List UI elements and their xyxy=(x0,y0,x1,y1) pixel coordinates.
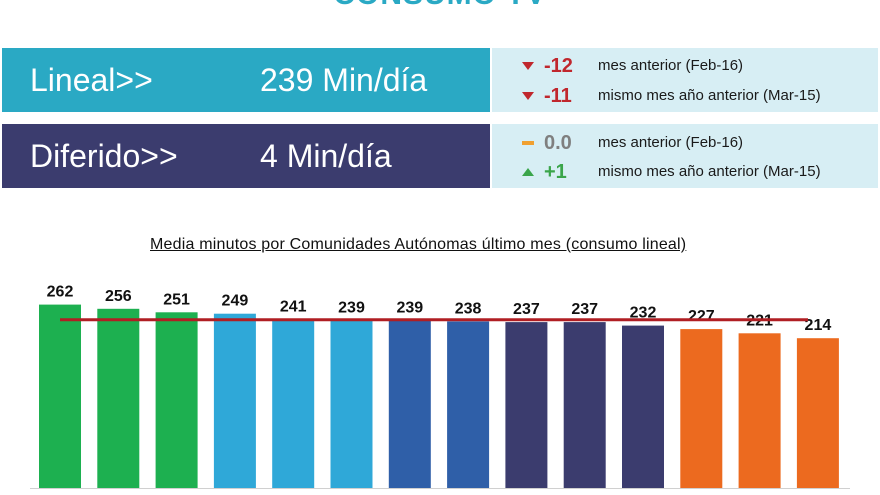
cmp-text: mes anterior (Feb-16) xyxy=(598,57,744,74)
page-title: CONSUMO TV xyxy=(0,0,880,12)
cmp-text: mismo mes año anterior (Mar-15) xyxy=(598,163,821,180)
bar-chart: 2622562512492412392392382372372322272212… xyxy=(30,284,850,489)
diferido-row: Diferido>> 4 Min/día 0.0 mes anterior (F… xyxy=(2,124,878,188)
bar-label-9: 237 xyxy=(513,301,540,318)
bar-11 xyxy=(622,325,664,488)
cmp-delta: +1 xyxy=(544,161,567,183)
bar-label-11: 232 xyxy=(630,305,657,322)
lineal-cmp-previous-month: -12 mes anterior (Feb-16) xyxy=(492,53,878,79)
dash-icon xyxy=(522,141,534,145)
cmp-delta: -12 xyxy=(544,55,573,77)
bar-6 xyxy=(330,320,373,488)
diferido-panel: Diferido>> 4 Min/día xyxy=(2,124,490,188)
up-triangle-icon xyxy=(522,168,534,176)
lineal-comparisons: -12 mes anterior (Feb-16) -11 mismo mes … xyxy=(492,48,878,112)
bar-4 xyxy=(213,313,256,488)
down-triangle-icon xyxy=(522,62,534,70)
lineal-value: 239 Min/día xyxy=(260,62,428,98)
bar-label-6: 239 xyxy=(338,300,365,317)
bar-5 xyxy=(272,319,315,488)
cmp-text: mes anterior (Feb-16) xyxy=(598,134,744,151)
bar-label-14: 214 xyxy=(805,317,832,334)
bar-label-7: 239 xyxy=(396,300,423,317)
bar-13 xyxy=(738,333,781,488)
lineal-panel: Lineal>> 239 Min/día xyxy=(2,48,490,112)
bar-label-1: 262 xyxy=(47,284,74,301)
bar-7 xyxy=(388,320,431,488)
bar-2 xyxy=(97,308,140,488)
bar-label-5: 241 xyxy=(280,298,307,315)
bar-label-10: 237 xyxy=(571,301,598,318)
diferido-comparisons: 0.0 mes anterior (Feb-16) +1 mismo mes a… xyxy=(492,124,878,188)
lineal-row: Lineal>> 239 Min/día -12 mes anterior (F… xyxy=(2,48,878,112)
bar-12 xyxy=(680,329,723,488)
bar-1 xyxy=(39,304,81,488)
chart-title: Media minutos por Comunidades Autónomas … xyxy=(150,236,687,253)
bar-label-2: 256 xyxy=(105,288,132,305)
down-triangle-icon xyxy=(522,92,534,100)
diferido-value: 4 Min/día xyxy=(260,138,392,174)
cmp-delta: -11 xyxy=(544,85,572,107)
bar-14 xyxy=(796,338,839,488)
bar-label-3: 251 xyxy=(163,291,190,308)
lineal-cmp-previous-year: -11 mismo mes año anterior (Mar-15) xyxy=(492,83,878,109)
bar-label-12: 227 xyxy=(688,308,715,325)
lineal-label: Lineal>> xyxy=(30,62,153,98)
diferido-cmp-previous-year: +1 mismo mes año anterior (Mar-15) xyxy=(492,159,878,185)
bar-10 xyxy=(563,322,606,488)
bar-label-4: 249 xyxy=(222,293,249,310)
cmp-text: mismo mes año anterior (Mar-15) xyxy=(598,87,821,104)
bar-3 xyxy=(155,312,198,488)
bar-label-8: 238 xyxy=(455,300,482,317)
bar-8 xyxy=(447,321,490,488)
cmp-delta: 0.0 xyxy=(544,132,572,154)
diferido-label: Diferido>> xyxy=(30,138,178,174)
diferido-cmp-previous-month: 0.0 mes anterior (Feb-16) xyxy=(492,130,878,156)
bar-9 xyxy=(505,322,548,488)
